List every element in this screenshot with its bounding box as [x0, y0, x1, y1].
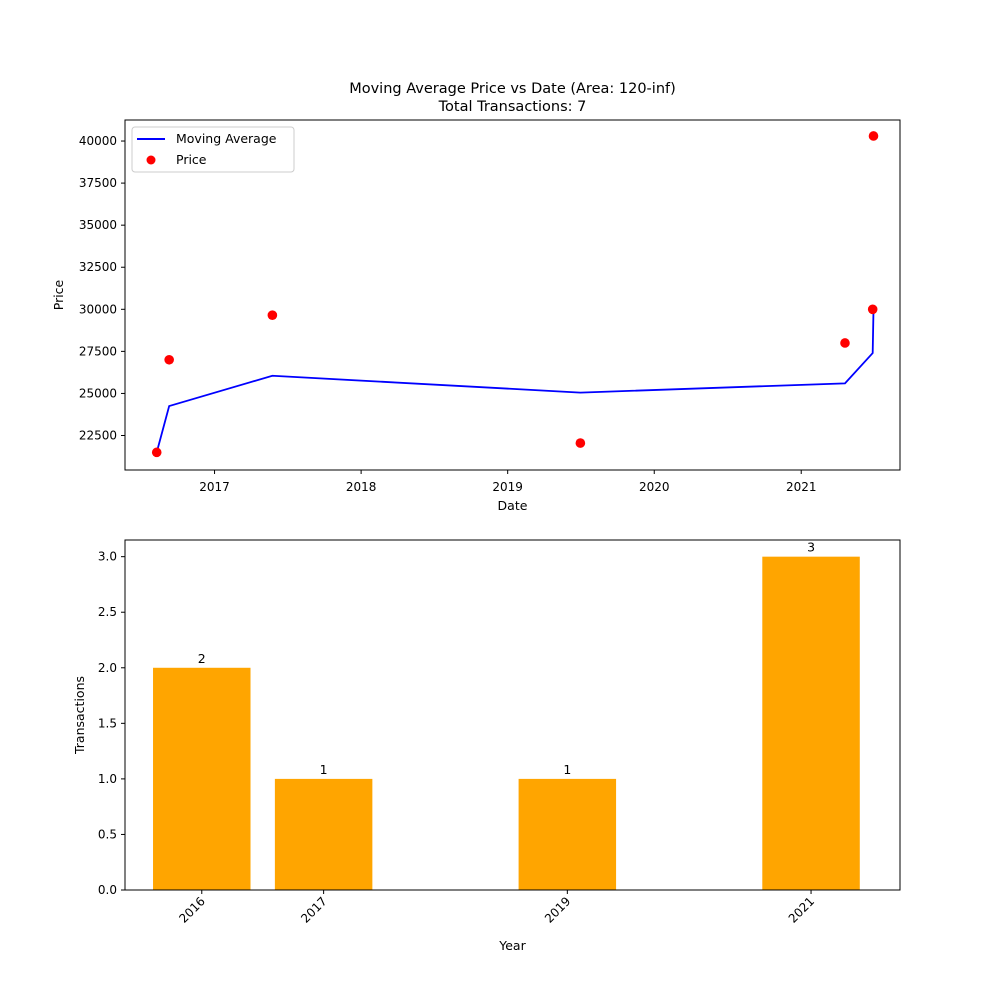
x-tick-label: 2019: [542, 894, 573, 925]
price-chart: Moving Average Price vs Date (Area: 120-…: [51, 81, 901, 513]
bar-2019: [518, 778, 617, 890]
scatter-point-price: [868, 131, 879, 141]
plot-frame: [124, 119, 901, 471]
y-tick-label: 0.0: [98, 883, 117, 897]
y-tick-label: 1.5: [98, 716, 117, 730]
series-line-moving-average: [155, 309, 875, 453]
chart-subtitle: Total Transactions: 7: [438, 99, 587, 115]
legend-frame: [131, 126, 295, 173]
legend-label-moving-average: Moving Average: [176, 131, 277, 146]
x-tick-label: 2021: [786, 480, 817, 494]
chart-title: Moving Average Price vs Date (Area: 120-…: [349, 81, 676, 97]
scatter-point-price: [840, 338, 850, 348]
bar-2017: [274, 778, 373, 890]
x-tick-label: 2017: [199, 480, 230, 494]
scatter-point-price: [575, 438, 586, 448]
bar-value-label: 3: [807, 540, 815, 555]
transactions-chart: 2 1 1 3 0.0 0.5 1.0 1.5 2.0 2.5 3.0 2016 2017 2019 202…: [72, 539, 901, 953]
bar-2016: [153, 667, 251, 890]
x-tick-label: 2016: [176, 894, 207, 925]
y-tick-label: 2.5: [98, 605, 117, 619]
bar-value-label: 1: [320, 762, 328, 777]
y-tick-label: 35000: [79, 218, 117, 232]
legend-label-price: Price: [176, 152, 207, 167]
y-tick-label: 27500: [79, 344, 117, 358]
x-tick-label: 2018: [346, 480, 377, 494]
scatter-point-price: [867, 304, 878, 315]
y-tick-label: 3.0: [98, 550, 117, 564]
price-plot-area: 22500 25000 27500 30000 32500 35000 37500 40000…: [79, 119, 901, 494]
y-tick-label: 32500: [79, 260, 117, 274]
y-tick-label: 40000: [79, 134, 117, 148]
y-axis-label: Price: [51, 279, 66, 310]
y-tick-label: 30000: [79, 302, 117, 316]
bar-value-label: 1: [563, 762, 571, 777]
scatter-point-price: [151, 447, 162, 458]
bar-value-label: 2: [198, 651, 206, 666]
y-tick-label: 1.0: [98, 772, 117, 786]
x-axis-label: Year: [498, 938, 526, 953]
y-tick-label: 22500: [79, 429, 117, 443]
x-tick-label: 2017: [298, 894, 329, 925]
y-tick-label: 25000: [79, 386, 117, 400]
y-tick-label: 2.0: [98, 661, 117, 675]
x-axis-label: Date: [498, 498, 528, 513]
scatter-point-price: [164, 354, 174, 365]
y-axis-label: Transactions: [72, 676, 87, 755]
y-tick-label: 37500: [79, 176, 117, 190]
legend-marker-swatch: [146, 155, 156, 165]
x-tick-label: 2019: [492, 480, 523, 494]
scatter-point-price: [267, 310, 278, 320]
legend: Moving Average Price: [131, 126, 295, 173]
x-tick-label: 2021: [786, 894, 817, 925]
transactions-plot-area: 2 1 1 3 0.0 0.5 1.0 1.5 2.0 2.5 3.0 2016 2017 2019 202…: [98, 539, 901, 926]
bar-2021: [762, 556, 860, 890]
x-tick-label: 2020: [639, 480, 670, 494]
plot-frame: [124, 539, 901, 891]
y-tick-label: 0.5: [98, 827, 117, 841]
